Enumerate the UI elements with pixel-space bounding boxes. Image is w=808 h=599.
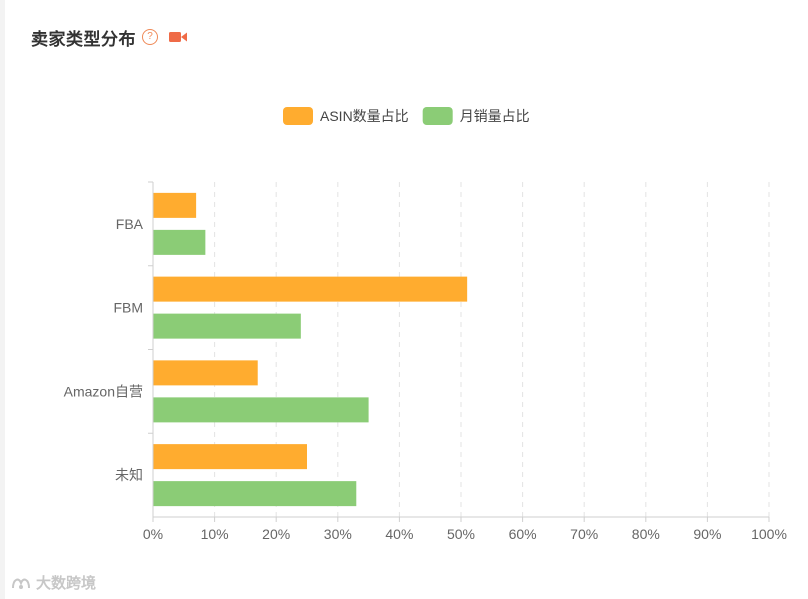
bar-asin-share[interactable] [153, 360, 258, 386]
x-tick-label: 40% [385, 526, 413, 542]
bar-sales-share[interactable] [153, 481, 357, 507]
bar-asin-share[interactable] [153, 444, 308, 470]
legend-label[interactable]: ASIN数量占比 [320, 108, 409, 124]
watermark-text: 大数跨境 [36, 575, 97, 592]
x-tick-label: 50% [447, 526, 475, 542]
chart-axes: 0% 10% 20% 30% 40% 50% 60% 70% 80% 90% 100% FBA FBM A… [64, 181, 787, 542]
x-tick-label: 100% [751, 526, 787, 542]
watermark: 大数跨境 [10, 572, 96, 593]
legend-swatch[interactable] [283, 107, 313, 125]
chart-bars [153, 192, 468, 507]
bar-sales-share[interactable] [153, 313, 301, 339]
bar-asin-share[interactable] [153, 192, 197, 218]
legend-swatch[interactable] [422, 107, 453, 125]
x-tick-label: 70% [570, 526, 598, 542]
chart-header: 卖家类型分布 ? [31, 25, 188, 49]
x-tick-label: 60% [509, 526, 537, 542]
brand-logo-icon [12, 578, 30, 589]
y-category-label: FBA [116, 216, 144, 232]
x-tick-label: 10% [201, 526, 229, 542]
bar-sales-share[interactable] [153, 397, 369, 423]
y-category-label: 未知 [115, 467, 143, 483]
bar-sales-share[interactable] [153, 229, 206, 255]
question-circle-icon[interactable]: ? [142, 29, 158, 45]
x-tick-label: 80% [632, 526, 660, 542]
x-tick-label: 20% [262, 526, 290, 542]
page-title: 卖家类型分布 [31, 29, 136, 49]
left-edge-bar [0, 0, 5, 599]
x-tick-label: 90% [693, 526, 721, 542]
bar-asin-share[interactable] [153, 276, 468, 302]
y-category-label: FBM [113, 300, 143, 316]
video-camera-icon[interactable] [168, 30, 188, 44]
legend-label[interactable]: 月销量占比 [460, 108, 530, 124]
x-tick-label: 30% [324, 526, 352, 542]
y-category-label: Amazon自营 [64, 383, 143, 399]
chart-legend: ASIN数量占比 月销量占比 [283, 107, 530, 125]
x-tick-label: 0% [143, 526, 163, 542]
